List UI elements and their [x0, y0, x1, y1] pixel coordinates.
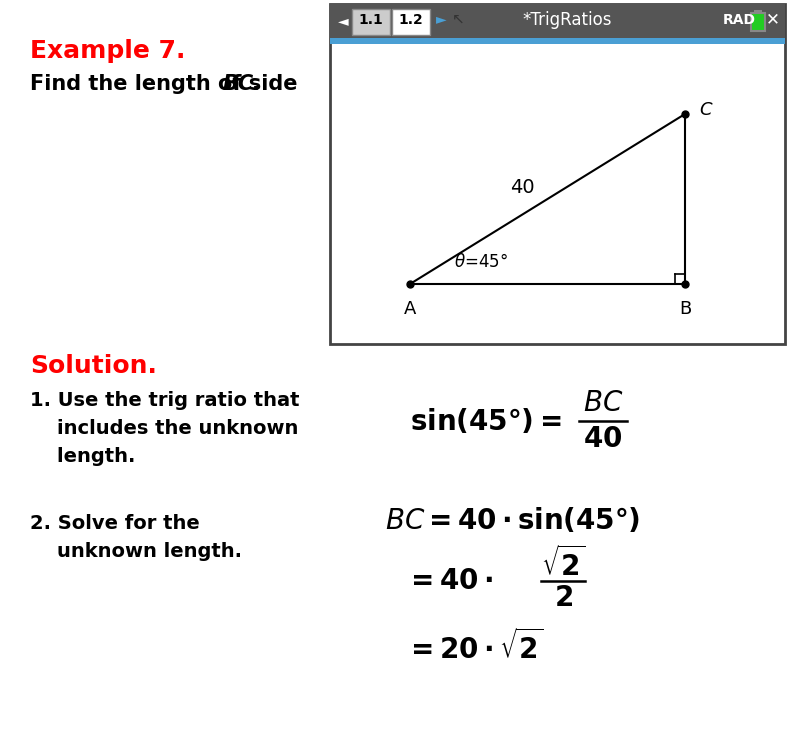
- Bar: [330, 38, 785, 44]
- Text: 1.2: 1.2: [398, 12, 423, 26]
- Text: Example 7.: Example 7.: [30, 39, 186, 63]
- Text: Solution.: Solution.: [30, 354, 157, 378]
- Text: BC: BC: [223, 74, 254, 94]
- Text: $\mathbf{sin(45°) =}$: $\mathbf{sin(45°) =}$: [410, 407, 562, 435]
- Bar: [751, 13, 765, 31]
- Text: 40: 40: [510, 177, 535, 197]
- Bar: [392, 9, 430, 35]
- Text: $\mathit{BC}$: $\mathit{BC}$: [583, 389, 623, 417]
- Text: $\mathbf{= 20 \bullet \sqrt{2}}$: $\mathbf{= 20 \bullet \sqrt{2}}$: [405, 629, 544, 665]
- Text: 1.1: 1.1: [358, 12, 383, 26]
- Text: $\mathbf{= 40 \bullet sin(45°)}$: $\mathbf{= 40 \bullet sin(45°)}$: [423, 507, 640, 536]
- Bar: [330, 4, 785, 39]
- Text: $\mathbf{= 40 \bullet}$: $\mathbf{= 40 \bullet}$: [405, 567, 493, 595]
- Text: Find the length of side: Find the length of side: [30, 74, 305, 94]
- Text: ↖: ↖: [452, 12, 465, 27]
- Text: $\mathbf{\sqrt{2}}$: $\mathbf{\sqrt{2}}$: [541, 546, 586, 582]
- Bar: [754, 10, 762, 13]
- Text: .: .: [252, 74, 260, 94]
- Text: RAD: RAD: [723, 12, 756, 26]
- Text: 2. Solve for the
    unknown length.: 2. Solve for the unknown length.: [30, 514, 242, 561]
- Text: $\mathit{BC}$: $\mathit{BC}$: [385, 507, 426, 535]
- Text: $\mathbf{2}$: $\mathbf{2}$: [554, 584, 573, 612]
- Text: B: B: [679, 300, 691, 318]
- Text: A: A: [404, 300, 416, 318]
- Text: $\theta$=45°: $\theta$=45°: [454, 253, 508, 271]
- Text: ►: ►: [436, 12, 446, 26]
- Text: *TrigRatios: *TrigRatios: [522, 10, 612, 28]
- Text: ◄: ◄: [338, 15, 349, 28]
- Bar: [352, 9, 390, 35]
- Text: ✕: ✕: [766, 10, 780, 28]
- Text: 1. Use the trig ratio that
    includes the unknown
    length.: 1. Use the trig ratio that includes the …: [30, 391, 299, 466]
- Text: C: C: [699, 101, 712, 119]
- Bar: [330, 4, 785, 344]
- Text: $\mathbf{40}$: $\mathbf{40}$: [583, 425, 622, 453]
